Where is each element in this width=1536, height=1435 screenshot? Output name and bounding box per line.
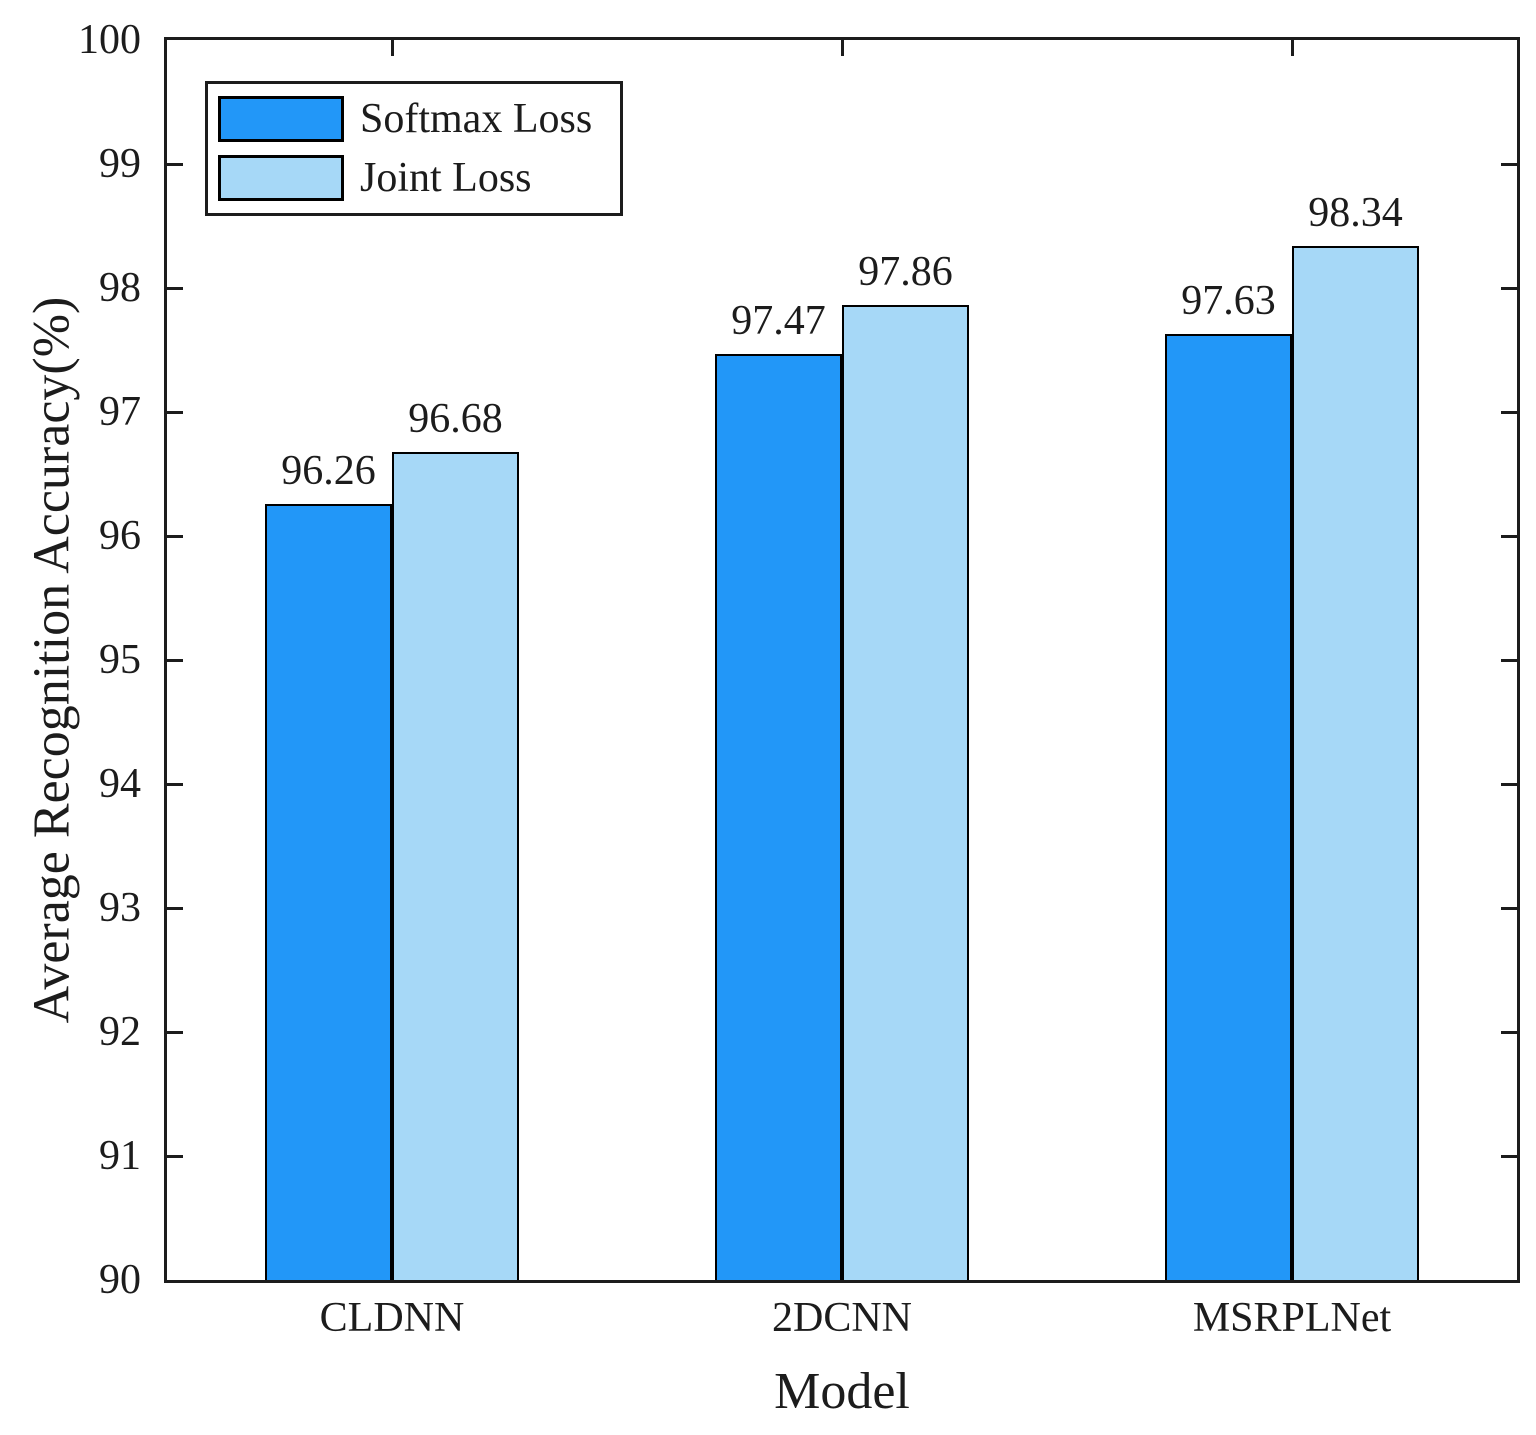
bar-value-label-softmax-loss-cldnn: 96.26 [281,447,376,494]
y-tick-mark-right [1501,1030,1517,1034]
y-tick-mark-right [1501,410,1517,414]
y-tick-mark-left [167,782,183,786]
y-tick-mark-right [1501,906,1517,910]
legend-swatch-joint-loss [218,155,344,202]
legend-swatch-softmax-loss [218,96,344,143]
x-tick-mark-top [840,40,844,56]
bar-softmax-loss-msrplnet [1165,333,1292,1280]
legend-row-softmax-loss: Softmax Loss [218,96,593,143]
x-tick-label-cldnn: CLDNN [319,1295,465,1341]
y-tick-mark-left [167,410,183,414]
y-tick-label: 97 [99,389,141,435]
x-tick-mark-top [390,40,394,56]
x-tick-label-2dcnn: 2DCNN [771,1295,913,1341]
y-tick-mark-left [167,534,183,538]
bar-value-label-softmax-loss-msrplnet: 97.63 [1181,277,1276,324]
y-tick-label: 100 [78,17,141,63]
y-tick-label: 91 [99,1133,141,1179]
bar-joint-loss-2dcnn [842,305,969,1280]
legend-label-softmax-loss: Softmax Loss [360,96,593,142]
bar-value-label-joint-loss-2dcnn: 97.86 [858,249,953,296]
y-tick-mark-left [167,658,183,662]
legend-label-joint-loss: Joint Loss [360,155,532,202]
y-tick-mark-left [167,1154,183,1158]
y-tick-label: 93 [99,885,141,931]
x-tick-mark-top [1290,40,1294,56]
x-tick-label-msrplnet: MSRPLNet [1192,1295,1392,1341]
y-tick-mark-left [167,1030,183,1034]
bar-softmax-loss-cldnn [265,503,392,1280]
y-tick-label: 99 [99,141,141,187]
legend-row-joint-loss: Joint Loss [218,155,592,202]
y-tick-mark-left [167,162,183,166]
y-tick-label: 90 [99,1257,141,1303]
y-tick-mark-right [1501,162,1517,166]
bar-value-label-joint-loss-msrplnet: 98.34 [1308,189,1403,236]
y-tick-mark-right [1501,286,1517,290]
y-tick-mark-right [1501,1154,1517,1158]
y-tick-label: 98 [99,265,141,311]
y-tick-label: 95 [99,637,141,683]
x-axis-title: Model [774,1363,910,1420]
y-tick-label: 92 [99,1009,141,1055]
bar-value-label-joint-loss-cldnn: 96.68 [408,395,503,442]
legend: Softmax Loss Joint Loss [205,81,624,217]
y-tick-mark-right [1501,534,1517,538]
bar-joint-loss-cldnn [392,451,519,1280]
y-tick-mark-right [1501,658,1517,662]
y-tick-label: 94 [99,761,141,807]
bar-joint-loss-msrplnet [1292,245,1419,1280]
y-tick-mark-left [167,906,183,910]
bar-value-label-softmax-loss-2dcnn: 97.47 [731,297,826,344]
y-tick-mark-right [1501,782,1517,786]
bar-softmax-loss-2dcnn [715,353,842,1280]
y-tick-label: 96 [99,513,141,559]
y-tick-mark-left [167,286,183,290]
plot-area: Softmax Loss Joint Loss 90 91 92 93 94 95 96 97 9… [78,19,1520,1341]
